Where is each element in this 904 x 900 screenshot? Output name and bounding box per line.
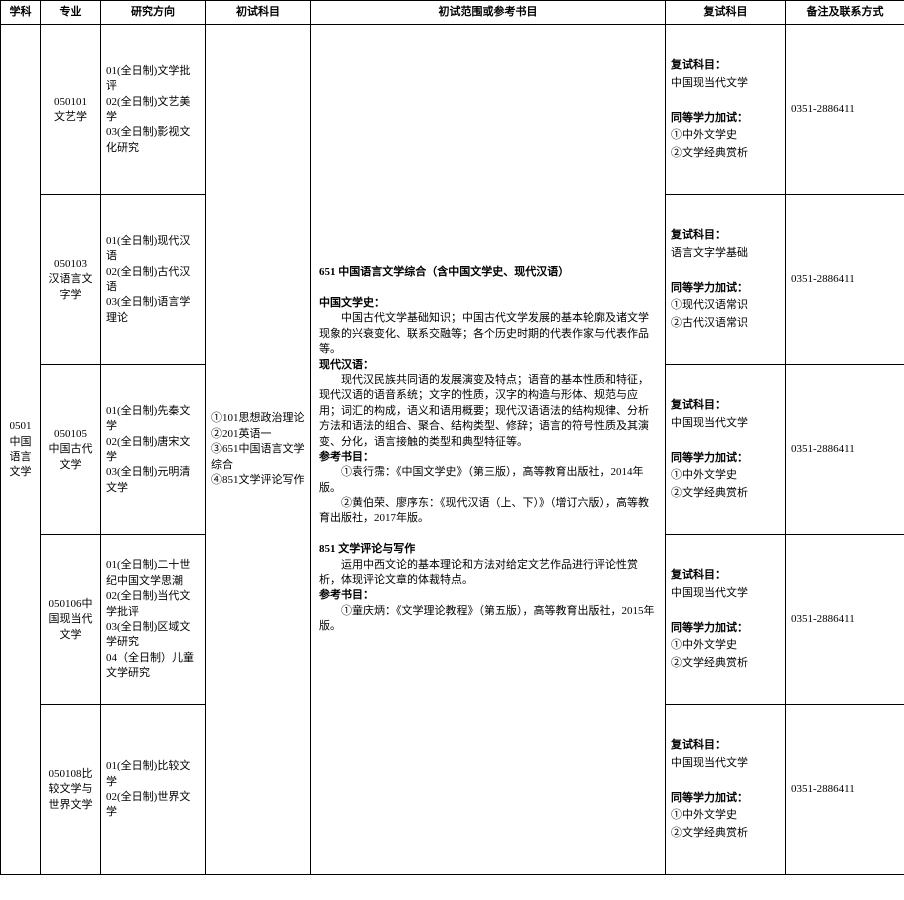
direction-cell: 01(全日制)先秦文学02(全日制)唐宋文学03(全日制)元明清文学 bbox=[101, 365, 206, 535]
scope-modern-body: 现代汉民族共同语的发展演变及特点；语音的基本性质和特征，现代汉语的语音系统；文字… bbox=[319, 373, 657, 450]
retake-add-label: 同等学力加试： bbox=[671, 792, 748, 804]
scope-851-title: 851 文学评论与写作 bbox=[319, 543, 415, 555]
scope-lit-body: 中国古代文学基础知识；中国古代文学发展的基本轮廓及诸文学现象的兴衰变化、联系交融… bbox=[319, 311, 657, 357]
scope-lit-label: 中国文学史： bbox=[319, 297, 385, 309]
subject-code: 0501 bbox=[10, 420, 32, 432]
retake-add: ①中外文学史②文学经典赏析 bbox=[671, 129, 748, 159]
table-row: 0501 中国语言文学 050101文艺学 01(全日制)文学批评02(全日制)… bbox=[1, 25, 904, 195]
major-cell: 050106中国现当代文学 bbox=[41, 535, 101, 705]
retake-title-label: 复试科目： bbox=[671, 569, 726, 581]
header-retake: 复试科目 bbox=[666, 1, 786, 25]
direction-cell: 01(全日制)二十世纪中国文学思潮02(全日制)当代文学批评03(全日制)区域文… bbox=[101, 535, 206, 705]
notes-cell: 0351-2886411 bbox=[786, 195, 904, 365]
scope-modern-label: 现代汉语： bbox=[319, 359, 374, 371]
header-row: 学科 专业 研究方向 初试科目 初试范围或参考书目 复试科目 备注及联系方式 bbox=[1, 1, 904, 25]
subject-name: 中国语言文学 bbox=[10, 436, 32, 479]
retake-add-label: 同等学力加试： bbox=[671, 622, 748, 634]
major-cell: 050108比较文学与世界文学 bbox=[41, 705, 101, 875]
retake-title-label: 复试科目： bbox=[671, 59, 726, 71]
retake-title-label: 复试科目： bbox=[671, 739, 726, 751]
prelim-cell: ①101思想政治理论②201英语一③651中国语言文学综合④851文学评论写作 bbox=[206, 25, 311, 875]
retake-add-label: 同等学力加试： bbox=[671, 282, 748, 294]
retake-title: 中国现当代文学 bbox=[671, 757, 748, 769]
major-cell: 050105中国古代文学 bbox=[41, 365, 101, 535]
retake-add-label: 同等学力加试： bbox=[671, 452, 748, 464]
header-prelim: 初试科目 bbox=[206, 1, 311, 25]
direction-cell: 01(全日制)比较文学02(全日制)世界文学 bbox=[101, 705, 206, 875]
header-notes: 备注及联系方式 bbox=[786, 1, 904, 25]
retake-cell: 复试科目： 中国现当代文学 同等学力加试： ①中外文学史②文学经典赏析 bbox=[666, 25, 786, 195]
retake-cell: 复试科目： 语言文字学基础 同等学力加试： ①现代汉语常识②古代汉语常识 bbox=[666, 195, 786, 365]
retake-cell: 复试科目： 中国现当代文学 同等学力加试： ①中外文学史②文学经典赏析 bbox=[666, 365, 786, 535]
retake-add: ①中外文学史②文学经典赏析 bbox=[671, 469, 748, 499]
retake-title: 语言文字学基础 bbox=[671, 247, 748, 259]
retake-add: ①中外文学史②文学经典赏析 bbox=[671, 809, 748, 839]
retake-add-label: 同等学力加试： bbox=[671, 112, 748, 124]
header-scope: 初试范围或参考书目 bbox=[311, 1, 666, 25]
retake-title: 中国现当代文学 bbox=[671, 587, 748, 599]
direction-cell: 01(全日制)文学批评02(全日制)文艺美学03(全日制)影视文化研究 bbox=[101, 25, 206, 195]
curriculum-table: 学科 专业 研究方向 初试科目 初试范围或参考书目 复试科目 备注及联系方式 0… bbox=[0, 0, 904, 875]
direction-cell: 01(全日制)现代汉语02(全日制)古代汉语03(全日制)语言学理论 bbox=[101, 195, 206, 365]
scope-ref1: ①袁行霈：《中国文学史》（第三版），高等教育出版社，2014年版。 bbox=[319, 465, 657, 496]
notes-cell: 0351-2886411 bbox=[786, 705, 904, 875]
scope-ref-label: 参考书目： bbox=[319, 451, 374, 463]
retake-title: 中国现当代文学 bbox=[671, 77, 748, 89]
notes-cell: 0351-2886411 bbox=[786, 25, 904, 195]
scope-ref3: ①童庆炳：《文学理论教程》（第五版），高等教育出版社，2015年版。 bbox=[319, 604, 657, 635]
scope-ref2: ②黄伯荣、廖序东：《现代汉语（上、下）》（增订六版），高等教育出版社，2017年… bbox=[319, 496, 657, 527]
subject-cell: 0501 中国语言文学 bbox=[1, 25, 41, 875]
header-subject: 学科 bbox=[1, 1, 41, 25]
retake-title-label: 复试科目： bbox=[671, 229, 726, 241]
scope-ref-label2: 参考书目： bbox=[319, 589, 374, 601]
scope-851-body: 运用中西文论的基本理论和方法对给定文艺作品进行评论性赏析，体现评论文章的体裁特点… bbox=[319, 558, 657, 589]
header-major: 专业 bbox=[41, 1, 101, 25]
header-direction: 研究方向 bbox=[101, 1, 206, 25]
scope-651-title: 651 中国语言文学综合（含中国文学史、现代汉语） bbox=[319, 266, 569, 278]
retake-title-label: 复试科目： bbox=[671, 399, 726, 411]
retake-cell: 复试科目： 中国现当代文学 同等学力加试： ①中外文学史②文学经典赏析 bbox=[666, 705, 786, 875]
major-cell: 050103汉语言文字学 bbox=[41, 195, 101, 365]
retake-add: ①现代汉语常识②古代汉语常识 bbox=[671, 299, 748, 329]
major-cell: 050101文艺学 bbox=[41, 25, 101, 195]
scope-cell: 651 中国语言文学综合（含中国文学史、现代汉语） 中国文学史： 中国古代文学基… bbox=[311, 25, 666, 875]
notes-cell: 0351-2886411 bbox=[786, 535, 904, 705]
retake-title: 中国现当代文学 bbox=[671, 417, 748, 429]
retake-add: ①中外文学史②文学经典赏析 bbox=[671, 639, 748, 669]
notes-cell: 0351-2886411 bbox=[786, 365, 904, 535]
retake-cell: 复试科目： 中国现当代文学 同等学力加试： ①中外文学史②文学经典赏析 bbox=[666, 535, 786, 705]
